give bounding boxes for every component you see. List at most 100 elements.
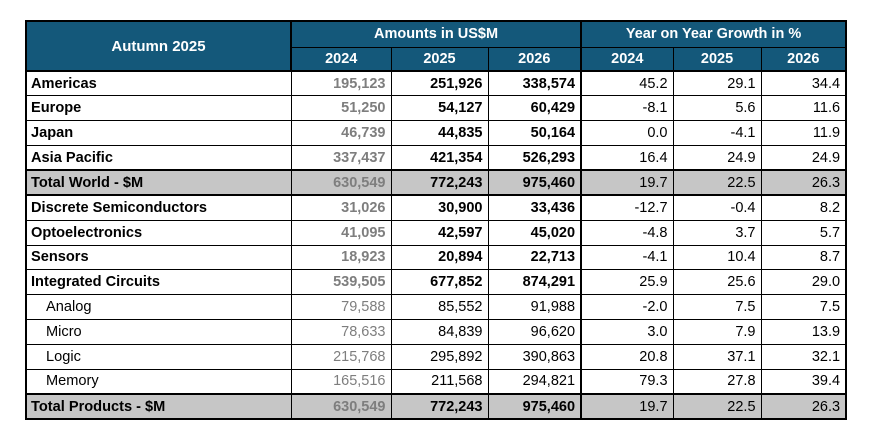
growth-2025-cell: 7.9	[672, 319, 762, 345]
year-header-amounts-2024: 2024	[290, 46, 392, 72]
amount-2024-cell: 337,437	[290, 145, 392, 171]
row-label: Total Products - $M	[25, 393, 292, 421]
growth-2025-cell: 29.1	[672, 70, 762, 97]
growth-2025-cell: 25.6	[672, 269, 762, 296]
amount-2026-cell: 874,291	[487, 269, 582, 296]
growth-2026-cell: 5.7	[760, 219, 847, 246]
row-label: Analog	[25, 294, 292, 321]
forecast-table-container: Autumn 2025 Amounts in US$M Year on Year…	[25, 20, 848, 421]
growth-2026-cell: 39.4	[760, 368, 847, 395]
amount-2024-cell: 195,123	[290, 70, 392, 97]
table-row-optoelectronics: Optoelectronics 41,095 42,597 45,020 -4.…	[25, 219, 847, 246]
growth-2025-cell: 10.4	[672, 244, 762, 271]
table-row-discrete-semiconductors: Discrete Semiconductors 31,026 30,900 33…	[25, 194, 847, 221]
amount-2025-cell: 251,926	[390, 70, 489, 97]
group-header-row: Autumn 2025 Amounts in US$M Year on Year…	[25, 20, 848, 72]
amount-2026-cell: 45,020	[487, 219, 582, 246]
growth-2024-cell: -12.7	[580, 194, 674, 221]
year-header-amounts-2026: 2026	[487, 46, 582, 72]
amount-2025-cell: 30,900	[390, 194, 489, 221]
amount-2026-cell: 33,436	[487, 194, 582, 221]
amount-2025-cell: 772,243	[390, 393, 489, 421]
amount-2024-cell: 46,739	[290, 120, 392, 147]
amount-2024-cell: 51,250	[290, 95, 392, 122]
table-row-micro: Micro 78,633 84,839 96,620 3.0 7.9 13.9	[25, 319, 847, 345]
table-row-asia-pacific: Asia Pacific 337,437 421,354 526,293 16.…	[25, 145, 847, 171]
year-header-growth-2024: 2024	[580, 46, 674, 72]
row-label: Sensors	[25, 244, 292, 271]
growth-2026-cell: 11.6	[760, 95, 847, 122]
growth-2026-cell: 24.9	[760, 145, 847, 171]
row-label: Americas	[25, 70, 292, 97]
growth-2025-cell: 37.1	[672, 343, 762, 370]
row-label: Micro	[25, 319, 292, 345]
growth-2026-cell: 8.2	[760, 194, 847, 221]
growth-2024-cell: -8.1	[580, 95, 674, 122]
growth-2024-cell: 45.2	[580, 70, 674, 97]
growth-2026-cell: 34.4	[760, 70, 847, 97]
growth-2025-cell: 24.9	[672, 145, 762, 171]
table-row-americas: Americas 195,123 251,926 338,574 45.2 29…	[25, 70, 847, 97]
amounts-group-header: Amounts in US$M	[290, 20, 582, 48]
growth-2025-cell: -4.1	[672, 120, 762, 147]
growth-2024-cell: -2.0	[580, 294, 674, 321]
table-row-analog: Analog 79,588 85,552 91,988 -2.0 7.5 7.5	[25, 294, 847, 321]
amount-2026-cell: 91,988	[487, 294, 582, 321]
growth-2025-cell: -0.4	[672, 194, 762, 221]
growth-2026-cell: 13.9	[760, 319, 847, 345]
growth-2025-cell: 3.7	[672, 219, 762, 246]
table-row-total-products: Total Products - $M 630,549 772,243 975,…	[25, 393, 847, 421]
amount-2024-cell: 215,768	[290, 343, 392, 370]
table-header: Autumn 2025 Amounts in US$M Year on Year…	[25, 20, 848, 72]
table-title-cell: Autumn 2025	[25, 20, 292, 72]
growth-2026-cell: 26.3	[760, 393, 847, 421]
amount-2025-cell: 44,835	[390, 120, 489, 147]
growth-group-header: Year on Year Growth in %	[580, 20, 848, 48]
amount-2026-cell: 294,821	[487, 368, 582, 395]
amount-2026-cell: 390,863	[487, 343, 582, 370]
row-label: Europe	[25, 95, 292, 122]
growth-2026-cell: 7.5	[760, 294, 847, 321]
amount-2024-cell: 630,549	[290, 393, 392, 421]
growth-2024-cell: 0.0	[580, 120, 674, 147]
growth-2024-cell: 20.8	[580, 343, 674, 370]
row-label: Memory	[25, 368, 292, 395]
amount-2024-cell: 539,505	[290, 269, 392, 296]
amount-2025-cell: 677,852	[390, 269, 489, 296]
amount-2025-cell: 84,839	[390, 319, 489, 345]
amount-2024-cell: 78,633	[290, 319, 392, 345]
growth-2026-cell: 26.3	[760, 169, 847, 197]
year-header-growth-2026: 2026	[760, 46, 848, 72]
semiconductor-forecast-table: Autumn 2025 Amounts in US$M Year on Year…	[25, 20, 848, 421]
year-header-growth-2025: 2025	[672, 46, 762, 72]
amount-2026-cell: 338,574	[487, 70, 582, 97]
growth-2024-cell: 79.3	[580, 368, 674, 395]
amount-2025-cell: 20,894	[390, 244, 489, 271]
table-body: Americas 195,123 251,926 338,574 45.2 29…	[25, 70, 847, 421]
year-header-amounts-2025: 2025	[390, 46, 489, 72]
growth-2025-cell: 27.8	[672, 368, 762, 395]
row-label: Asia Pacific	[25, 145, 292, 171]
row-label: Integrated Circuits	[25, 269, 292, 296]
year-header-row: 2024 2025 2026 2024 2025 2026	[26, 46, 848, 72]
row-label: Optoelectronics	[25, 219, 292, 246]
table-row-japan: Japan 46,739 44,835 50,164 0.0 -4.1 11.9	[25, 120, 847, 147]
amount-2024-cell: 41,095	[290, 219, 392, 246]
growth-2024-cell: -4.8	[580, 219, 674, 246]
table-row-total-world: Total World - $M 630,549 772,243 975,460…	[25, 169, 847, 197]
amount-2024-cell: 18,923	[290, 244, 392, 271]
table-row-integrated-circuits: Integrated Circuits 539,505 677,852 874,…	[25, 269, 847, 296]
row-label: Logic	[25, 343, 292, 370]
growth-2024-cell: 3.0	[580, 319, 674, 345]
row-label: Total World - $M	[25, 169, 292, 197]
growth-2024-cell: 19.7	[580, 393, 674, 421]
amount-2025-cell: 295,892	[390, 343, 489, 370]
growth-2025-cell: 22.5	[672, 393, 762, 421]
table-row-europe: Europe 51,250 54,127 60,429 -8.1 5.6 11.…	[25, 95, 847, 122]
growth-2026-cell: 8.7	[760, 244, 847, 271]
growth-2026-cell: 29.0	[760, 269, 847, 296]
amount-2025-cell: 772,243	[390, 169, 489, 197]
table-row-memory: Memory 165,516 211,568 294,821 79.3 27.8…	[25, 368, 847, 395]
table-row-logic: Logic 215,768 295,892 390,863 20.8 37.1 …	[25, 343, 847, 370]
growth-2024-cell: 19.7	[580, 169, 674, 197]
